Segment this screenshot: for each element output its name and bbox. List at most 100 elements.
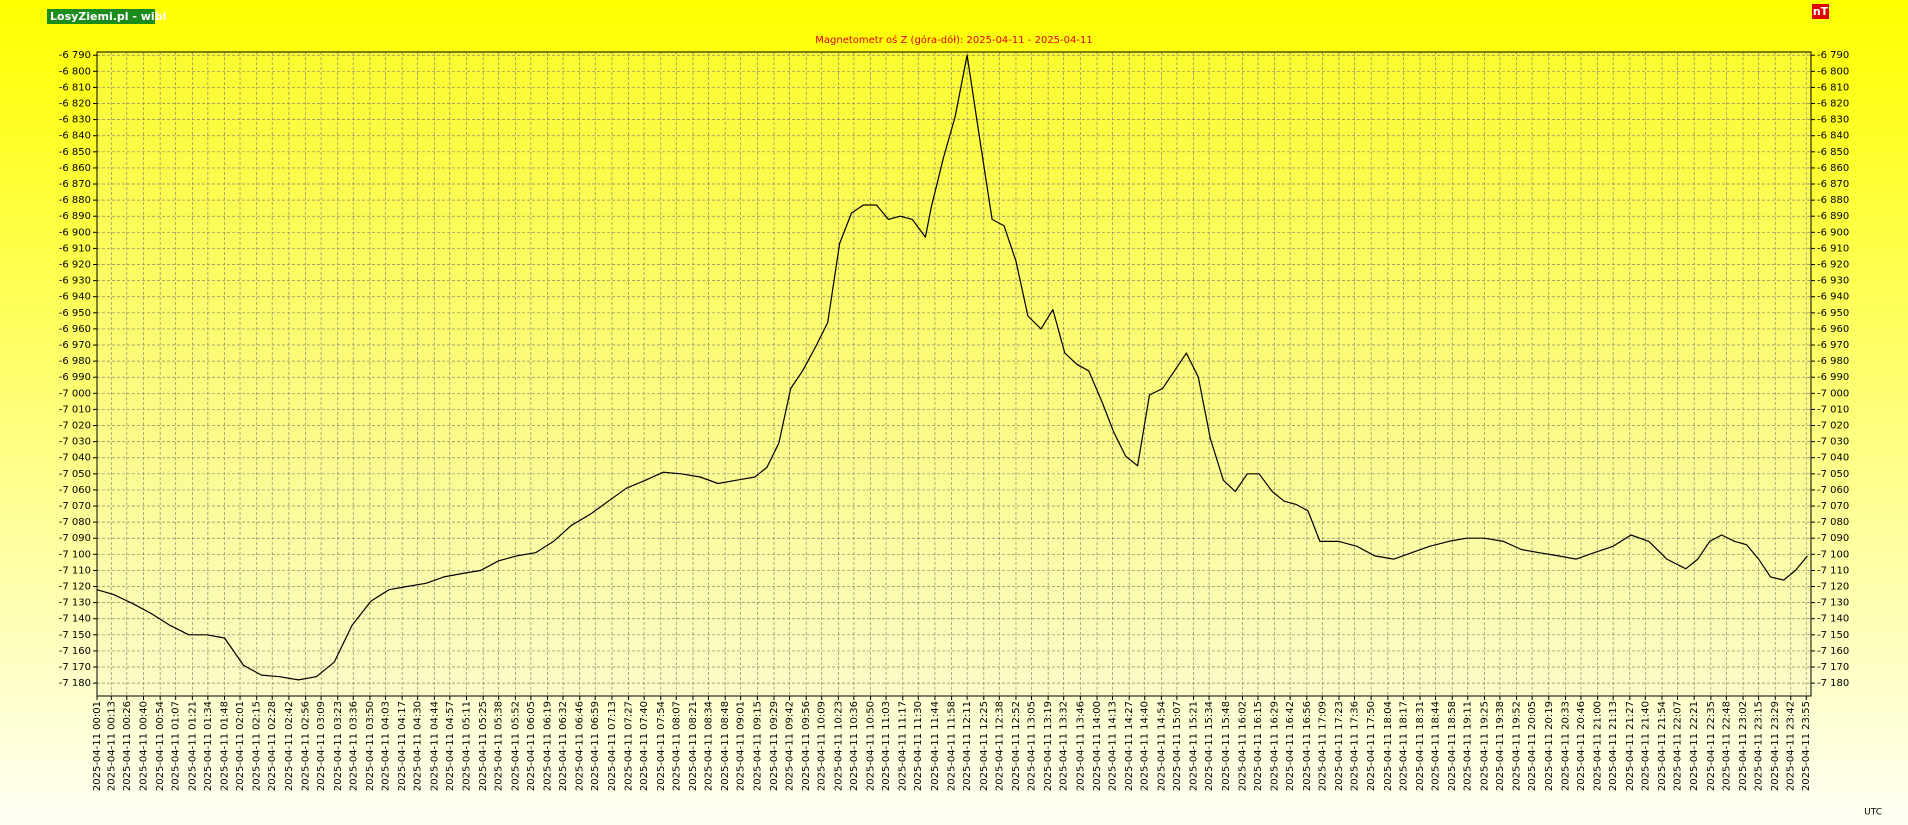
x-tick-label: 2025-04-11 19:11 xyxy=(1463,701,1474,791)
x-tick-label: 2025-04-11 04:44 xyxy=(429,701,440,791)
y-tick-label: -7 100 xyxy=(1817,549,1849,560)
chart-title: Magnetometr oś Z (góra-dół): 2025-04-11 … xyxy=(815,34,1092,46)
x-tick-label: 2025-04-11 12:11 xyxy=(962,701,973,791)
y-tick-label: -6 860 xyxy=(1817,163,1849,174)
y-tick-label: -7 120 xyxy=(59,582,91,593)
x-tick-label: 2025-04-11 22:21 xyxy=(1689,701,1700,791)
x-tick-label: 2025-04-11 13:05 xyxy=(1026,701,1037,791)
x-tick-label: 2025-04-11 14:00 xyxy=(1092,701,1103,791)
y-tick-label: -6 800 xyxy=(1817,66,1849,77)
y-tick-label: -6 980 xyxy=(1817,356,1849,367)
x-tick-label: 2025-04-11 22:07 xyxy=(1673,701,1684,791)
x-tick-label: 2025-04-11 09:29 xyxy=(769,701,780,791)
x-tick-label: 2025-04-11 10:23 xyxy=(833,701,844,791)
x-tick-label: 2025-04-11 16:42 xyxy=(1285,701,1296,791)
x-tick-label: 2025-04-11 11:17 xyxy=(898,701,909,791)
unit-box xyxy=(1812,4,1829,19)
x-tick-label: 2025-04-11 18:31 xyxy=(1415,701,1426,791)
y-tick-label: -6 810 xyxy=(59,82,91,93)
x-tick-label: 2025-04-11 15:21 xyxy=(1189,701,1200,791)
x-tick-label: 2025-04-11 00:13 xyxy=(106,701,117,791)
x-tick-label: 2025-04-11 19:25 xyxy=(1479,701,1490,791)
x-tick-label: 2025-04-11 03:50 xyxy=(365,701,376,791)
x-tick-label: 2025-04-11 20:05 xyxy=(1527,701,1538,791)
x-tick-label: 2025-04-11 07:40 xyxy=(639,701,650,791)
data-line xyxy=(96,54,1808,681)
y-tick-label: -7 170 xyxy=(1817,662,1849,673)
x-tick-label: 2025-04-11 09:42 xyxy=(785,701,796,791)
x-tick-label: 2025-04-11 23:55 xyxy=(1801,701,1812,791)
x-tick-label: 2025-04-11 12:38 xyxy=(994,701,1005,791)
y-tick-label: -6 940 xyxy=(59,292,91,303)
x-tick-label: 2025-04-11 08:34 xyxy=(703,701,714,791)
x-tick-label: 2025-04-11 04:03 xyxy=(380,701,391,791)
y-tick-label: -7 140 xyxy=(1817,614,1849,625)
x-tick-label: 2025-04-11 13:19 xyxy=(1043,701,1054,791)
x-tick-label: 2025-04-11 10:50 xyxy=(866,701,877,791)
y-tick-label: -6 970 xyxy=(1817,340,1849,351)
y-tick-label: -6 960 xyxy=(1817,324,1849,335)
y-tick-label: -6 850 xyxy=(59,147,91,158)
x-tick-label: 2025-04-11 08:21 xyxy=(688,701,699,791)
y-tick-label: -6 970 xyxy=(59,340,91,351)
x-tick-label: 2025-04-11 19:38 xyxy=(1495,701,1506,791)
x-tick-label: 2025-04-11 07:54 xyxy=(656,701,667,791)
x-tick-label: 2025-04-11 06:19 xyxy=(543,701,554,791)
y-tick-label: -7 140 xyxy=(59,614,91,625)
x-tick-label: 2025-04-11 21:27 xyxy=(1625,701,1636,791)
y-tick-label: -6 790 xyxy=(59,50,91,61)
x-tick-label: 2025-04-11 14:27 xyxy=(1124,701,1135,791)
x-tick-label: 2025-04-11 00:40 xyxy=(138,701,149,791)
brand: LosyZiemi.pl - wibi xyxy=(50,10,166,23)
x-tick-label: 2025-04-11 16:29 xyxy=(1270,701,1281,791)
y-tick-label: -7 020 xyxy=(1817,421,1849,432)
x-tick-label: 2025-04-11 09:15 xyxy=(752,701,763,791)
y-tick-label: -7 090 xyxy=(1817,533,1849,544)
x-tick-label: 2025-04-11 04:57 xyxy=(445,701,456,791)
y-tick-label: -7 060 xyxy=(1817,485,1849,496)
x-tick-label: 2025-04-11 03:23 xyxy=(333,701,344,791)
x-tick-label: 2025-04-11 02:56 xyxy=(301,701,312,791)
x-tick-label: 2025-04-11 16:56 xyxy=(1302,701,1313,791)
y-tick-label: -7 010 xyxy=(59,404,91,415)
x-tick-label: 2025-04-11 20:19 xyxy=(1544,701,1555,791)
y-tick-label: -6 920 xyxy=(1817,260,1849,271)
y-tick-label: -7 130 xyxy=(1817,598,1849,609)
y-tick-label: -6 910 xyxy=(1817,243,1849,254)
x-tick-label: 2025-04-11 15:48 xyxy=(1221,701,1232,791)
x-tick-label: 2025-04-11 18:58 xyxy=(1447,701,1458,791)
x-tick-label: 2025-04-11 05:25 xyxy=(478,701,489,791)
plot-area xyxy=(96,51,1812,697)
x-tick-label: 2025-04-11 02:28 xyxy=(267,701,278,791)
x-tick-label: 2025-04-11 16:02 xyxy=(1237,701,1248,791)
y-tick-label: -6 800 xyxy=(59,66,91,77)
y-tick-label: -7 010 xyxy=(1817,404,1849,415)
y-tick-label: -6 880 xyxy=(59,195,91,206)
y-tick-label: -7 160 xyxy=(1817,646,1849,657)
y-tick-label: -6 990 xyxy=(1817,372,1849,383)
y-tick-label: -6 840 xyxy=(1817,131,1849,142)
x-tick-label: 2025-04-11 07:27 xyxy=(624,701,635,791)
x-tick-label: 2025-04-11 22:48 xyxy=(1721,701,1732,791)
x-tick-label: 2025-04-11 17:36 xyxy=(1349,701,1360,791)
y-tick-label: -7 060 xyxy=(59,485,91,496)
x-tick-label: 2025-04-11 01:07 xyxy=(171,701,182,791)
x-tick-label: 2025-04-11 00:54 xyxy=(155,701,166,791)
x-tick-label: 2025-04-11 05:38 xyxy=(494,701,505,791)
y-tick-label: -6 900 xyxy=(1817,227,1849,238)
x-tick-label: 2025-04-11 18:44 xyxy=(1431,701,1442,791)
y-tick-label: -7 050 xyxy=(59,469,91,480)
y-tick-label: -7 050 xyxy=(1817,469,1849,480)
x-tick-label: 2025-04-11 09:56 xyxy=(801,701,812,791)
x-tick-label: 2025-04-11 22:35 xyxy=(1706,701,1717,791)
y-tick-label: -6 950 xyxy=(1817,308,1849,319)
x-tick-label: 2025-04-11 04:30 xyxy=(413,701,424,791)
y-tick-label: -7 150 xyxy=(59,630,91,641)
y-tick-label: -6 910 xyxy=(59,243,91,254)
y-tick-label: -7 180 xyxy=(1817,678,1849,689)
y-tick-label: -7 090 xyxy=(59,533,91,544)
y-tick-label: -6 900 xyxy=(59,227,91,238)
x-tick-label: 2025-04-11 14:40 xyxy=(1140,701,1151,791)
y-tick-label: -7 120 xyxy=(1817,582,1849,593)
